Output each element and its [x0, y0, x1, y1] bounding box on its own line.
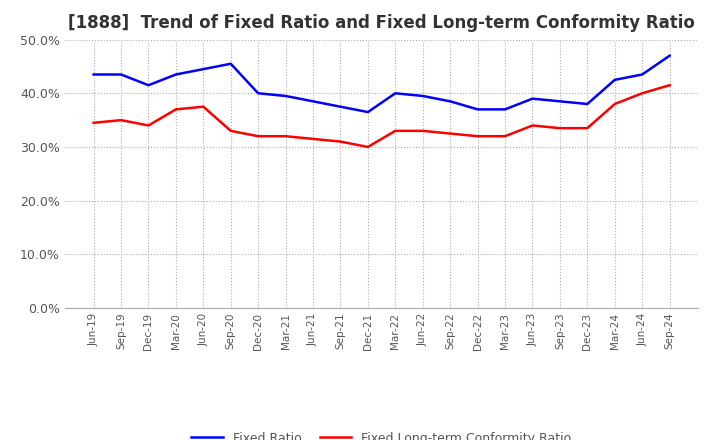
Fixed Ratio	[665, 53, 674, 59]
Legend: Fixed Ratio, Fixed Long-term Conformity Ratio: Fixed Ratio, Fixed Long-term Conformity …	[186, 427, 577, 440]
Fixed Ratio	[89, 72, 98, 77]
Fixed Ratio	[282, 93, 290, 99]
Fixed Long-term Conformity Ratio	[254, 134, 263, 139]
Fixed Long-term Conformity Ratio	[89, 120, 98, 125]
Fixed Long-term Conformity Ratio	[282, 134, 290, 139]
Fixed Long-term Conformity Ratio	[144, 123, 153, 128]
Fixed Long-term Conformity Ratio	[528, 123, 537, 128]
Fixed Ratio	[611, 77, 619, 82]
Fixed Ratio	[364, 110, 372, 115]
Fixed Long-term Conformity Ratio	[418, 128, 427, 133]
Fixed Long-term Conformity Ratio	[336, 139, 345, 144]
Fixed Long-term Conformity Ratio	[556, 125, 564, 131]
Fixed Ratio	[117, 72, 125, 77]
Fixed Ratio	[391, 91, 400, 96]
Title: [1888]  Trend of Fixed Ratio and Fixed Long-term Conformity Ratio: [1888] Trend of Fixed Ratio and Fixed Lo…	[68, 15, 695, 33]
Fixed Long-term Conformity Ratio	[665, 83, 674, 88]
Fixed Long-term Conformity Ratio	[199, 104, 207, 109]
Fixed Ratio	[226, 61, 235, 66]
Fixed Long-term Conformity Ratio	[226, 128, 235, 133]
Fixed Long-term Conformity Ratio	[117, 117, 125, 123]
Line: Fixed Ratio: Fixed Ratio	[94, 56, 670, 112]
Fixed Ratio	[528, 96, 537, 101]
Fixed Ratio	[418, 93, 427, 99]
Fixed Long-term Conformity Ratio	[446, 131, 454, 136]
Fixed Long-term Conformity Ratio	[473, 134, 482, 139]
Fixed Ratio	[583, 101, 592, 106]
Fixed Ratio	[254, 91, 263, 96]
Fixed Ratio	[199, 66, 207, 72]
Fixed Long-term Conformity Ratio	[638, 91, 647, 96]
Fixed Ratio	[500, 107, 509, 112]
Fixed Ratio	[144, 83, 153, 88]
Fixed Ratio	[171, 72, 180, 77]
Fixed Long-term Conformity Ratio	[391, 128, 400, 133]
Fixed Long-term Conformity Ratio	[583, 125, 592, 131]
Fixed Long-term Conformity Ratio	[500, 134, 509, 139]
Fixed Ratio	[638, 72, 647, 77]
Line: Fixed Long-term Conformity Ratio: Fixed Long-term Conformity Ratio	[94, 85, 670, 147]
Fixed Long-term Conformity Ratio	[309, 136, 318, 142]
Fixed Ratio	[309, 99, 318, 104]
Fixed Ratio	[336, 104, 345, 109]
Fixed Long-term Conformity Ratio	[364, 144, 372, 150]
Fixed Ratio	[446, 99, 454, 104]
Fixed Ratio	[556, 99, 564, 104]
Fixed Ratio	[473, 107, 482, 112]
Fixed Long-term Conformity Ratio	[171, 107, 180, 112]
Fixed Long-term Conformity Ratio	[611, 101, 619, 106]
